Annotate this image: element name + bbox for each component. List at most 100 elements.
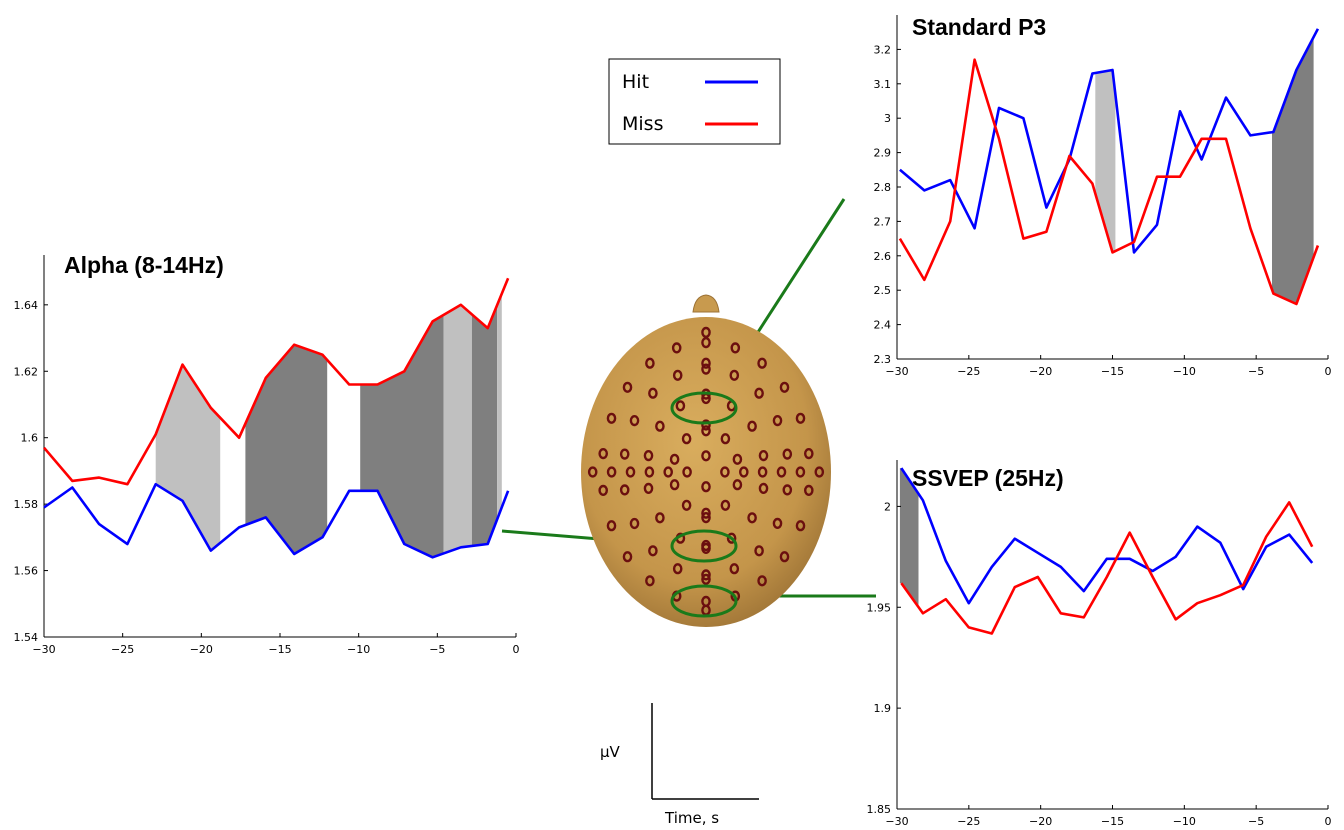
electrode-marker [655,420,665,432]
electrode-marker [772,517,783,530]
electrode-marker [701,569,711,581]
electrode-marker [598,484,609,497]
electrode-marker [776,466,787,478]
electrode-marker [643,482,654,495]
electrode-marker [804,484,814,497]
shaded-region [245,344,328,554]
electrode-marker [669,479,680,491]
legend-box [608,58,781,145]
highlight-ellipse-oz [670,584,738,618]
x-tick-label: −20 [1029,365,1052,378]
electrode-marker [758,482,769,495]
electrode-marker [758,450,769,462]
electrode-marker [701,573,711,585]
electrode-marker [747,512,757,524]
head-electrode-model [581,294,831,627]
electrode-marker [726,532,737,544]
y-tick-label: 1.58 [14,498,39,511]
charts-group: −30 −25 −20 −15 −10 −5 0 1.54 1.56 1.58 1.6 1.62 1.6… [14,14,1332,828]
highlight-ellipse-pz [670,391,738,425]
x-tick-label: −10 [347,643,370,656]
electrode-marker [629,517,640,530]
series-line-hit [900,467,1314,605]
electrode-marker [772,415,783,427]
electrode-marker [648,387,658,399]
shaded-region [360,315,444,558]
y-tick-label: 1.54 [14,631,39,644]
y-tick-label: 2.7 [874,215,892,228]
electrode-marker [747,420,757,432]
electrode-marker [671,342,682,354]
electrode-marker [795,466,806,478]
electrode-marker [701,425,711,437]
electrode-marker [622,551,633,563]
x-tick-label: 0 [1325,365,1332,378]
electrode-marker [606,412,617,424]
electrode-marker [732,453,743,465]
y-tick-label: 2.4 [874,319,892,332]
legend-label-hit: Hit [622,71,649,93]
y-tick-label: 1.56 [14,565,39,578]
x-tick-label: −10 [1173,815,1196,828]
x-tick-label: −30 [885,365,908,378]
electrode-marker [587,466,598,478]
x-tick-label: −15 [268,643,291,656]
y-tick-label: 1.9 [874,702,892,715]
electrode-marker [795,412,806,424]
y-tick-label: 1.62 [14,365,39,378]
x-tick-label: −5 [1248,365,1264,378]
chart-ssvep: −30 −25 −20 −15 −10 −5 0 1.85 1.9 1.95 2 SSVEP (25H… [867,460,1332,828]
electrode-marker [720,433,731,445]
electrode-marker [701,326,711,339]
axis-key: μV Time, s [600,703,759,827]
shaded-region [1272,37,1314,304]
electrode-marker [606,466,617,478]
electrode-marker [663,466,674,478]
axis-key-y-unit: μV [600,743,621,761]
electrode-marker [739,466,749,478]
y-tick-label: 2.8 [874,181,892,194]
electrode-marker [757,575,767,587]
series-line-hit [43,482,510,559]
electrode-marker [720,499,731,511]
y-tick-label: 1.64 [14,299,39,312]
electrode-marker [643,450,654,462]
electrode-marker [598,448,609,460]
electrode-marker [619,484,630,496]
x-tick-label: −15 [1101,815,1124,828]
electrode-marker [782,448,793,460]
series-line-miss [898,58,1320,306]
chart-title: Alpha (8-14Hz) [64,252,224,278]
electrode-marker [729,563,740,575]
electrode-marker [681,433,692,445]
legend-label-miss: Miss [622,113,663,135]
electrode-marker [701,357,711,369]
shaded-region [471,305,498,546]
electrode-marker [795,520,806,532]
electrode-marker [729,369,740,381]
electrode-marker [701,595,711,608]
electrode-marker [701,450,711,462]
electrode-marker [606,520,617,532]
electrode-marker [655,512,665,524]
electrode-marker [701,481,711,493]
electrode-marker [782,484,793,496]
shaded-region [497,293,502,520]
legend: Hit Miss [608,58,781,145]
axis-key-x-unit: Time, s [664,809,719,827]
chart-title: SSVEP (25Hz) [912,465,1064,491]
x-tick-label: −20 [1029,815,1052,828]
y-tick-label: 1.6 [21,432,39,445]
electrode-marker [701,337,711,349]
head-surface [581,317,831,627]
y-tick-label: 3 [884,112,891,125]
x-tick-label: 0 [1325,815,1332,828]
electrode-marker [779,381,790,393]
highlight-ellipse-po [670,529,738,563]
electrode-marker [701,539,711,552]
electrode-marker [672,369,683,381]
y-tick-label: 2.6 [874,250,892,263]
electrode-marker [754,387,764,399]
